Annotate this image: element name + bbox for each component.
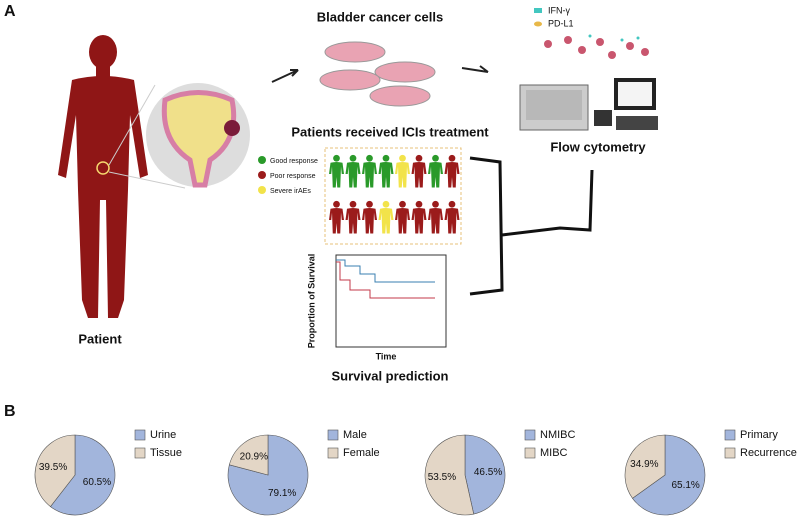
legend-swatch [327,447,339,459]
pie-slice [632,434,706,516]
person-icon [329,200,344,234]
person-icon [444,154,460,188]
legend-swatch [327,429,339,441]
flow-title: Flow cytometry [550,139,646,154]
km-xlabel: Time [376,351,397,361]
pie-slice [464,434,506,515]
pie-slice [424,434,475,516]
km-axes [335,254,447,348]
slice-label: 39.5% [39,462,67,473]
person-icon [329,154,344,188]
ifn-label: IFN-γ [548,5,570,15]
slice-label: 79.1% [268,488,296,499]
legend-icon [258,171,266,179]
person-icon [378,200,394,234]
legend-text: Poor response [270,173,316,180]
pie-slice [624,434,666,499]
pie-slice [228,434,269,476]
slice-label: 60.5% [83,477,111,488]
legend-label: Male [343,429,367,441]
zoom-line [108,84,156,166]
legend-label: Tissue [150,447,182,459]
petri-dishes [319,41,436,107]
cells-title: Bladder cancer cells [317,9,443,24]
bladder-marker [96,161,110,175]
ifn-dots [588,34,640,42]
zoom-line [108,171,186,189]
treatment-title: Patients received ICIs treatment [291,124,489,139]
pie-slice [34,434,76,508]
legend-swatch [134,447,146,459]
legend-label: Primary [740,429,778,441]
arrow [461,65,489,73]
patient-box [324,147,462,245]
tumor [224,120,240,136]
cells [544,36,649,59]
person-icon [411,200,427,234]
person-icon [428,154,443,188]
person-icon [345,200,361,234]
legend-label: MIBC [540,447,568,459]
patient-figure [58,35,148,318]
legend-icon [258,186,266,194]
people [329,154,460,234]
pdl1-swatch [534,21,542,27]
ifn-swatch [534,8,542,13]
km-title: Survival prediction [331,368,448,383]
slice-label: 34.9% [630,459,658,470]
legend-swatch [724,447,736,459]
person-icon [411,154,427,188]
arrow [271,69,299,83]
legend-label: Urine [150,429,176,441]
legend-swatch [524,447,536,459]
person-icon [362,154,377,188]
person-icon [345,154,361,188]
pie-slice [50,434,116,516]
person-icon [395,154,410,188]
slice-label: 53.5% [428,472,456,483]
slice-label: 20.9% [240,451,268,462]
patient-label: Patient [78,331,122,346]
flow-cytometer [519,78,658,131]
legend-label: Female [343,447,380,459]
slice-label: 46.5% [474,467,502,478]
connector [469,156,594,296]
legend-text: Severe irAEs [270,188,311,195]
legend-text: Good response [270,158,318,165]
legend-swatch [724,429,736,441]
person-icon [428,200,443,234]
legend-swatch [134,429,146,441]
km-curve [336,261,435,299]
person-icon [395,200,410,234]
legend-label: Recurrence [740,447,797,459]
slice-label: 65.1% [671,480,699,491]
person-icon [378,154,394,188]
panel-label: B [4,403,16,420]
legend-swatch [524,429,536,441]
panel-label: A [4,3,16,20]
legend-label: NMIBC [540,429,576,441]
person-icon [444,200,460,234]
km-curve [336,259,435,283]
bladder [161,90,237,188]
km-ylabel: Proportion of Survival [306,254,316,349]
person-icon [362,200,377,234]
legend-icon [258,156,266,164]
pdl1-label: PD-L1 [548,18,574,28]
